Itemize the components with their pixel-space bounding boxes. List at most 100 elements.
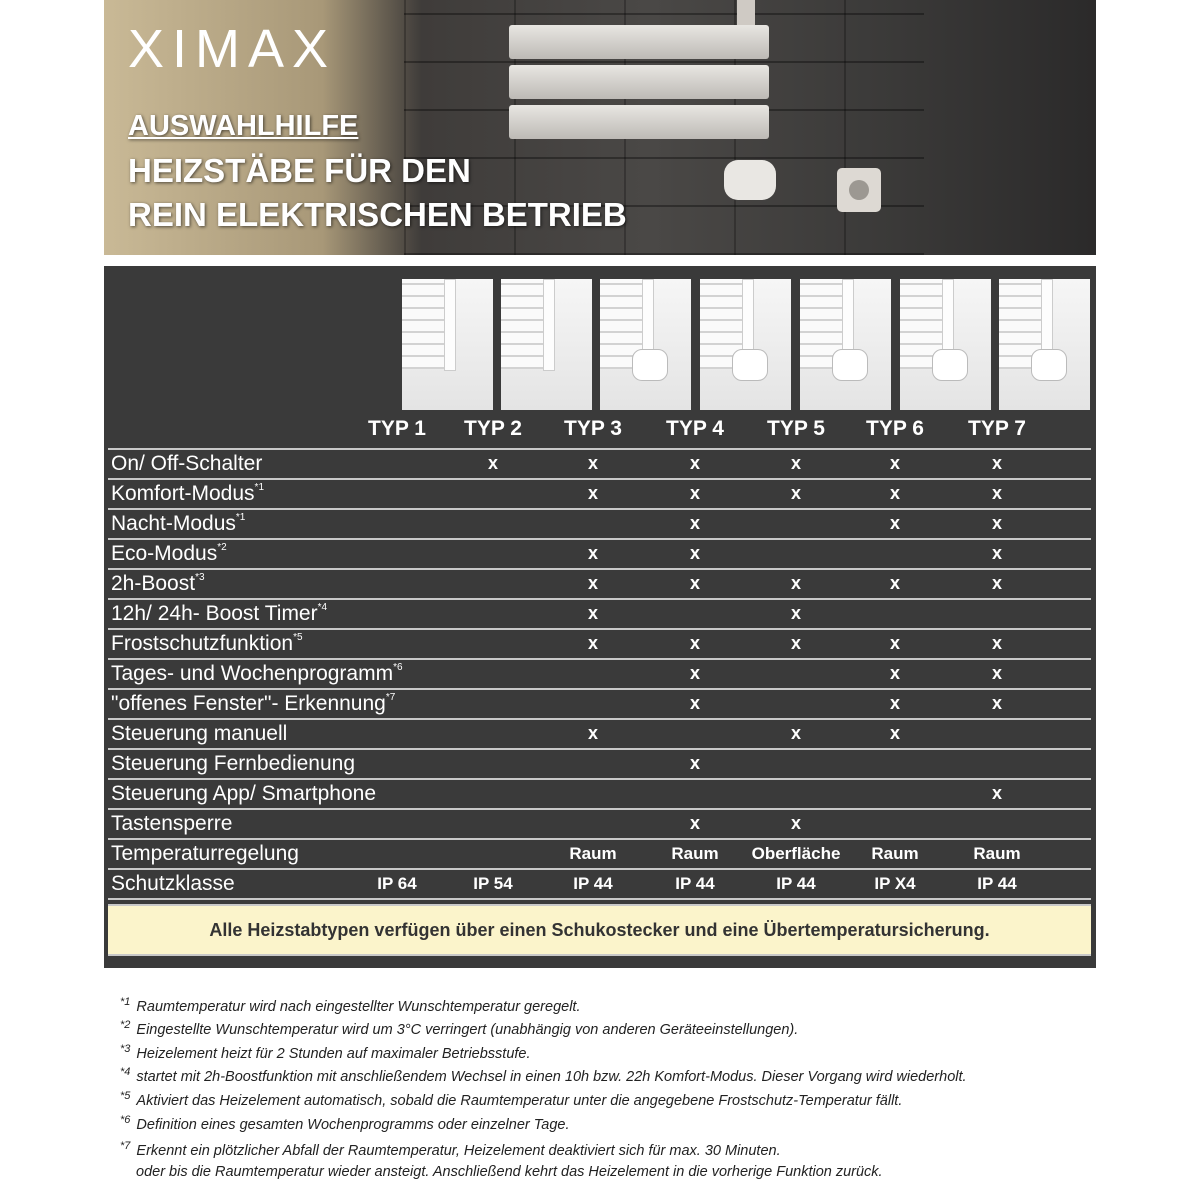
product-image-typ-3 <box>600 279 691 410</box>
footnote-mark: *4 <box>120 1066 131 1078</box>
table-row: Steuerung App/ Smartphone x <box>108 778 1091 807</box>
feature-check: x <box>889 663 900 683</box>
cell-value: IP 44 <box>776 874 816 893</box>
cell-value: IP 64 <box>377 874 417 893</box>
feature-label: Temperaturregelung <box>111 842 299 865</box>
table-row: 12h/ 24h- Boost Timer*4 x x <box>108 598 1091 627</box>
feature-label: On/ Off-Schalter <box>111 452 263 475</box>
title-line-1: AUSWAHLHILFE <box>128 110 359 142</box>
feature-label: Tages- und Wochenprogramm*6 <box>111 662 403 685</box>
feature-check: x <box>689 513 700 533</box>
table-row: Eco-Modus*2 x x x <box>108 538 1091 567</box>
table-row: Tastensperre x x <box>108 808 1091 837</box>
feature-check: x <box>689 453 700 473</box>
feature-check: x <box>689 693 700 713</box>
feature-check: x <box>587 723 598 743</box>
type-header: TYP 7 <box>968 417 1026 440</box>
product-image-typ-5 <box>800 279 891 410</box>
footnote-mark: *3 <box>120 1043 131 1055</box>
feature-check: x <box>689 543 700 563</box>
heating-rod-controller-image <box>724 160 776 200</box>
footnote: oder bis die Raumtemperatur wieder anste… <box>136 1164 883 1180</box>
feature-check: x <box>689 663 700 683</box>
feature-check: x <box>889 513 900 533</box>
footnote-mark: *2 <box>120 1019 131 1031</box>
footnote-ref: *7 <box>385 692 396 703</box>
product-image-typ-7 <box>999 279 1090 410</box>
feature-check: x <box>587 453 598 473</box>
feature-label: "offenes Fenster"- Erkennung*7 <box>111 692 396 715</box>
type-header: TYP 6 <box>866 417 924 440</box>
feature-check: x <box>587 633 598 653</box>
table-row: Frostschutzfunktion*5 x x x x x <box>108 628 1091 657</box>
feature-label: Komfort-Modus*1 <box>111 482 264 505</box>
table-row: "offenes Fenster"- Erkennung*7 x x x <box>108 688 1091 717</box>
table-row: Temperaturregelung Raum Raum Oberfläche Raum… <box>108 838 1091 867</box>
table-row: Nacht-Modus*1 x x x <box>108 508 1091 537</box>
comparison-table: Alle Heizstabtypen verfügen über einen S… <box>104 266 1096 968</box>
feature-label: Steuerung Fernbedienung <box>111 752 356 775</box>
footnote-ref: *5 <box>293 632 303 643</box>
table-row: Schutzklasse IP 64 IP 54 IP 44 IP 44 IP 44 IP … <box>108 868 1091 897</box>
table-row: Steuerung Fernbedienung x <box>108 748 1091 777</box>
radiator-image <box>509 25 769 150</box>
feature-label: Nacht-Modus*1 <box>111 512 246 535</box>
brand-logo: XIMAX <box>128 19 337 79</box>
feature-check: x <box>790 453 801 473</box>
feature-check: x <box>689 753 700 773</box>
feature-check: x <box>790 603 801 623</box>
feature-label: Steuerung App/ Smartphone <box>111 782 377 805</box>
feature-check: x <box>991 453 1002 473</box>
cell-value: Oberfläche <box>751 844 841 863</box>
type-header: TYP 3 <box>564 417 622 440</box>
title-line-3: REIN ELEKTRISCHEN BETRIEB <box>128 196 627 233</box>
note-banner: Alle Heizstabtypen verfügen über einen S… <box>108 904 1091 956</box>
feature-check: x <box>991 483 1002 503</box>
feature-check: x <box>991 633 1002 653</box>
feature-check: x <box>889 573 900 593</box>
type-header: TYP 4 <box>666 417 724 440</box>
feature-check: x <box>790 723 801 743</box>
feature-check: x <box>991 573 1002 593</box>
feature-check: x <box>790 573 801 593</box>
cell-value: IP 54 <box>473 874 513 893</box>
feature-check: x <box>889 633 900 653</box>
footnote-ref: *3 <box>195 572 205 583</box>
table-row: 2h-Boost*3 x x x x x <box>108 568 1091 597</box>
feature-check: x <box>889 723 900 743</box>
feature-check: x <box>689 813 700 833</box>
power-socket-image <box>837 168 881 212</box>
footnote: *3 Heizelement heizt für 2 Stunden auf ma… <box>120 1043 531 1062</box>
cell-value: Raum <box>871 844 919 863</box>
product-image-typ-4 <box>700 279 791 410</box>
cell-value: IP 44 <box>977 874 1017 893</box>
cell-value: IP 44 <box>675 874 715 893</box>
pipe-image <box>737 0 755 30</box>
footnote-mark: *5 <box>120 1090 131 1102</box>
feature-check: x <box>889 453 900 473</box>
type-header: TYP 1 <box>368 417 426 440</box>
feature-check: x <box>487 453 498 473</box>
feature-label: Schutzklasse <box>111 872 235 895</box>
feature-check: x <box>991 543 1002 563</box>
feature-label: Frostschutzfunktion*5 <box>111 632 303 655</box>
feature-check: x <box>587 543 598 563</box>
feature-check: x <box>790 483 801 503</box>
footnote-ref: *2 <box>217 542 227 553</box>
product-image-typ-6 <box>900 279 991 410</box>
footnote-ref: *4 <box>317 602 328 613</box>
table-row: On/ Off-Schalter x x x x x x <box>108 448 1091 477</box>
type-header: TYP 2 <box>464 417 522 440</box>
cell-value: IP X4 <box>874 874 916 893</box>
product-image-typ-1 <box>402 279 493 410</box>
feature-check: x <box>991 693 1002 713</box>
feature-check: x <box>689 483 700 503</box>
footnote: *4 startet mit 2h-Boostfunktion mit ansch… <box>120 1066 967 1085</box>
feature-check: x <box>991 663 1002 683</box>
cell-value: Raum <box>973 844 1021 863</box>
product-image-typ-2 <box>501 279 592 410</box>
feature-check: x <box>889 693 900 713</box>
footnote: *6 Definition eines gesamten Wochenprogra… <box>120 1114 570 1133</box>
feature-label: Tastensperre <box>111 812 233 835</box>
feature-label: Steuerung manuell <box>111 722 288 745</box>
